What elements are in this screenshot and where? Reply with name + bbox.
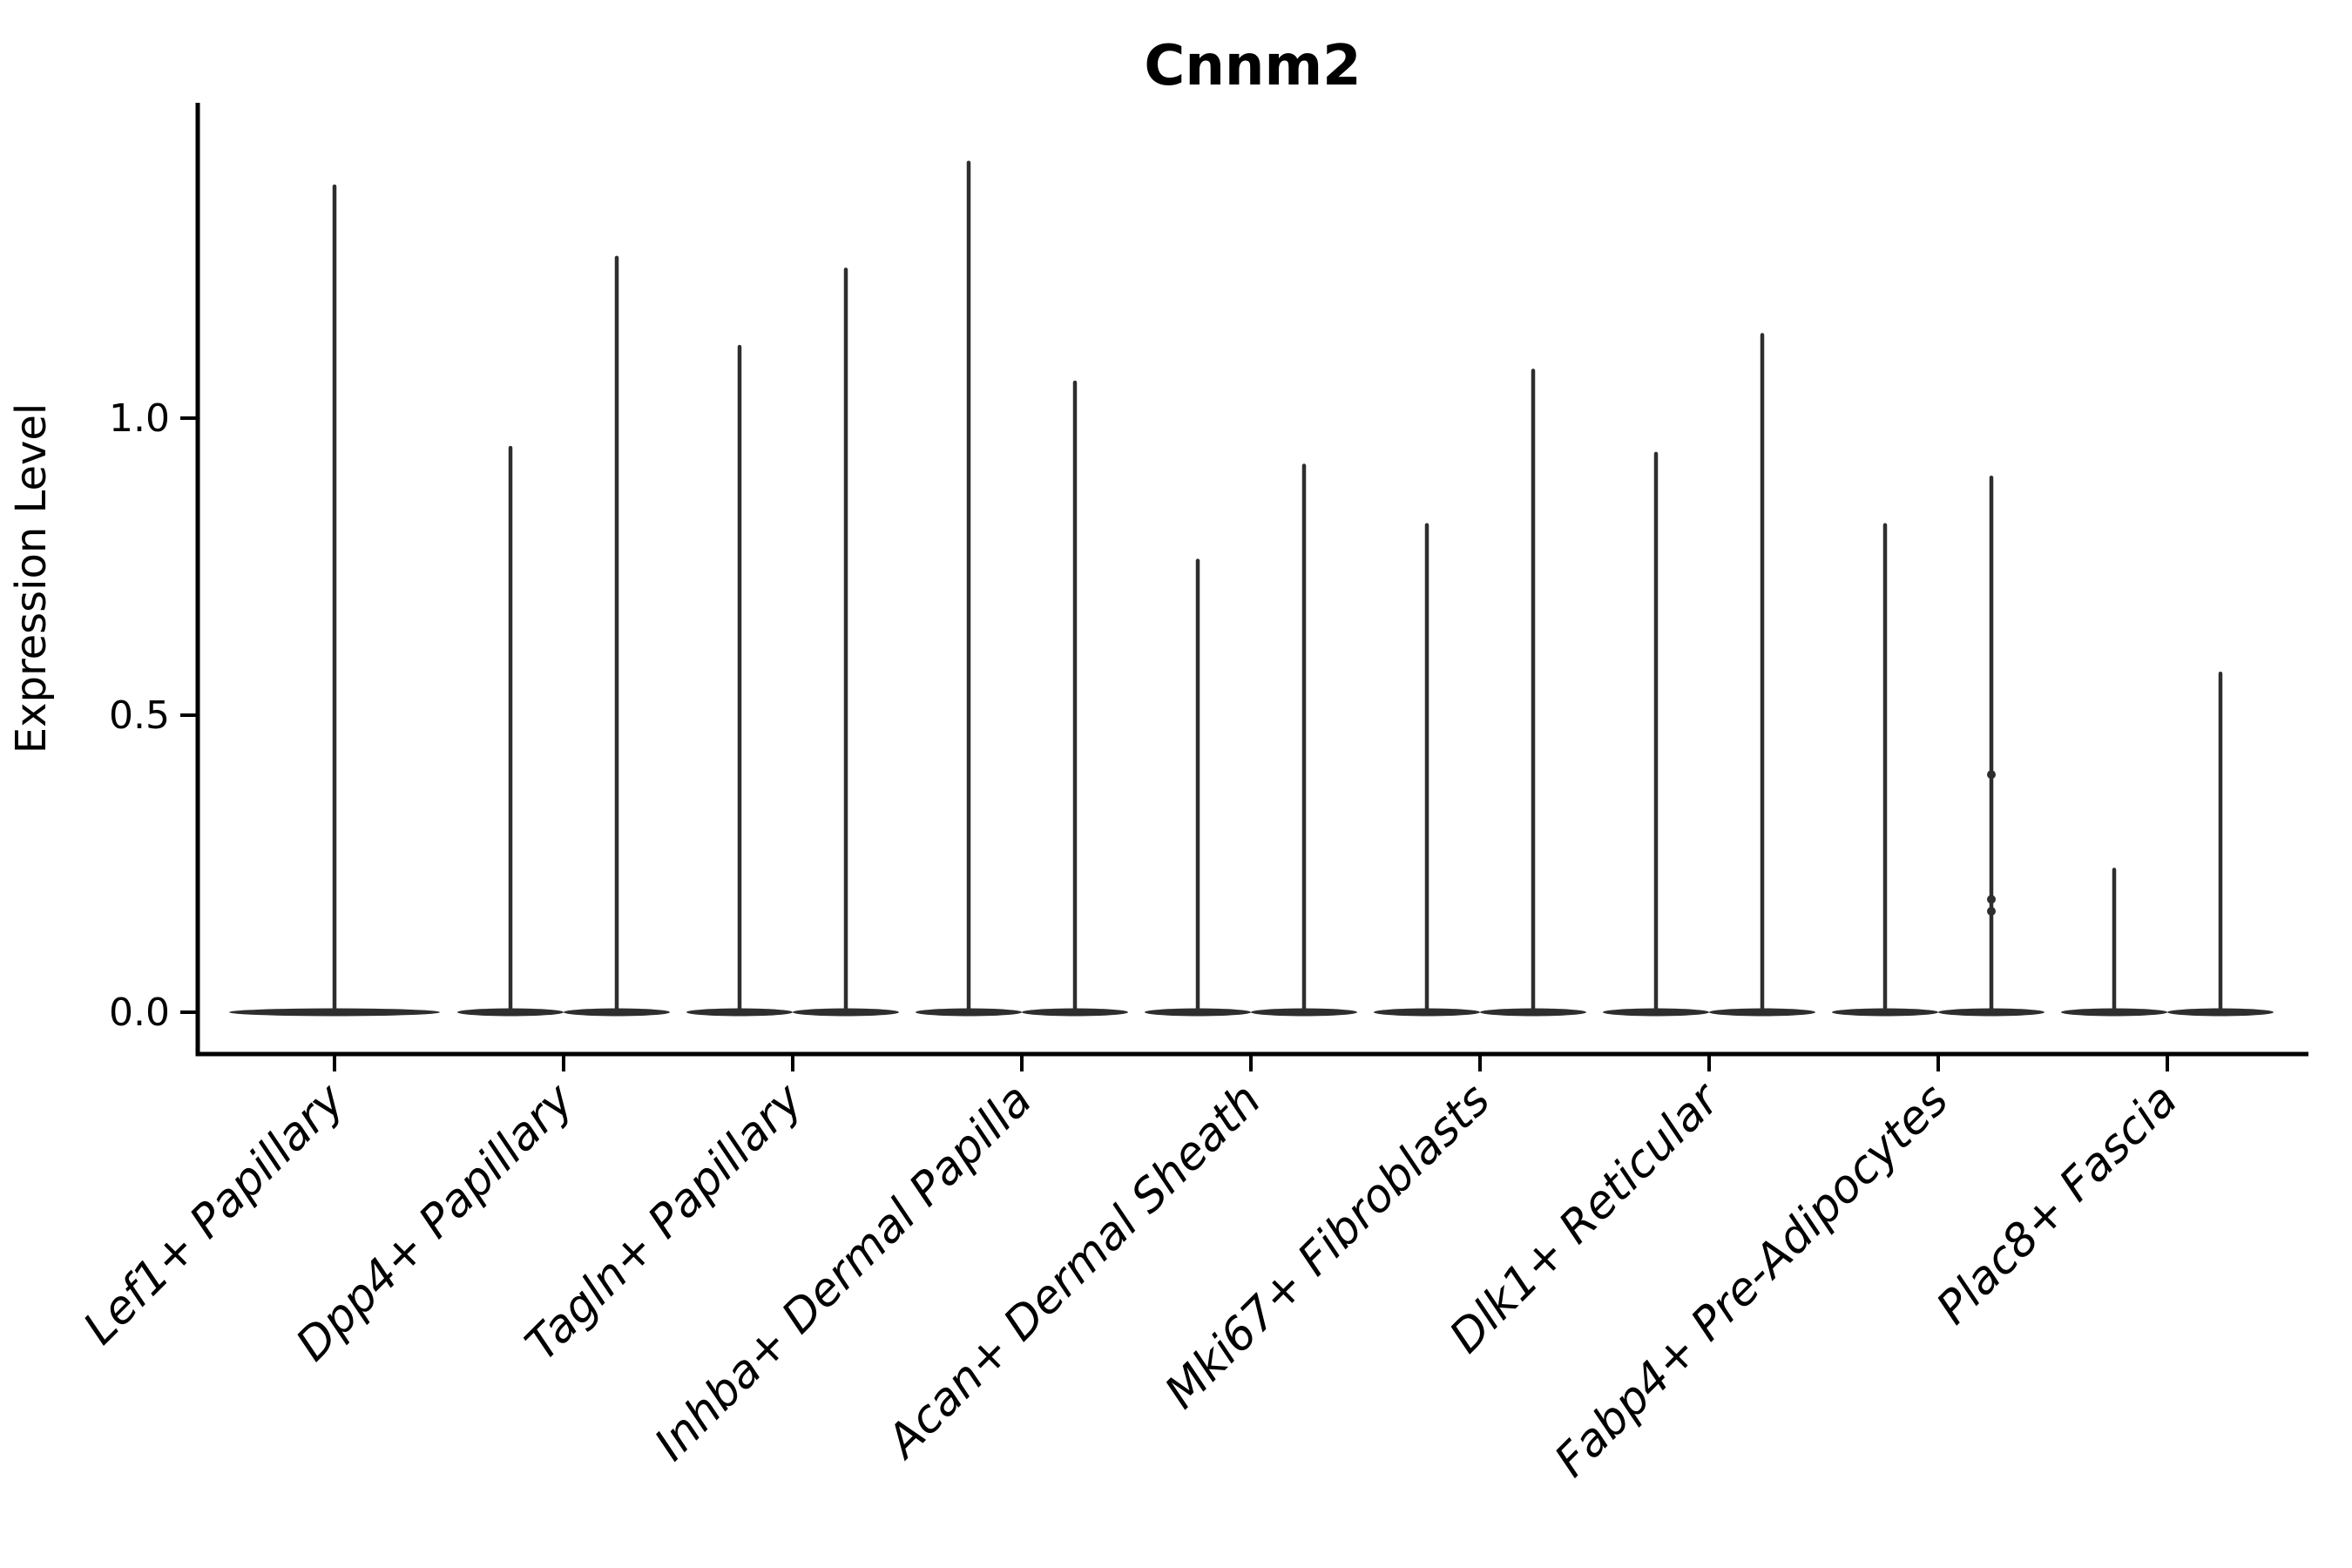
x-tick-label: Acan+ Dermal Sheath xyxy=(875,1074,1271,1470)
y-tick-label: 0.5 xyxy=(109,693,170,738)
violin-point xyxy=(1987,770,1996,780)
chart-title: Cnnm2 xyxy=(1144,34,1361,98)
y-tick-label: 1.0 xyxy=(109,396,170,441)
x-tick-label: Inhba+ Dermal Papilla xyxy=(645,1074,1042,1471)
violin-point xyxy=(1987,895,1996,904)
axes xyxy=(180,103,2308,1071)
violin-point xyxy=(1987,907,1996,916)
violins xyxy=(229,160,2274,1017)
y-tick-labels: 0.0 0.5 1.0 xyxy=(109,396,170,1035)
y-axis-label: Expression Level xyxy=(7,403,56,754)
x-tick-label: Fabp4+ Pre-Adipocytes xyxy=(1545,1074,1959,1488)
x-tick-label: Plac8+ Fascia xyxy=(1927,1074,2187,1335)
y-tick-label: 0.0 xyxy=(109,990,170,1035)
